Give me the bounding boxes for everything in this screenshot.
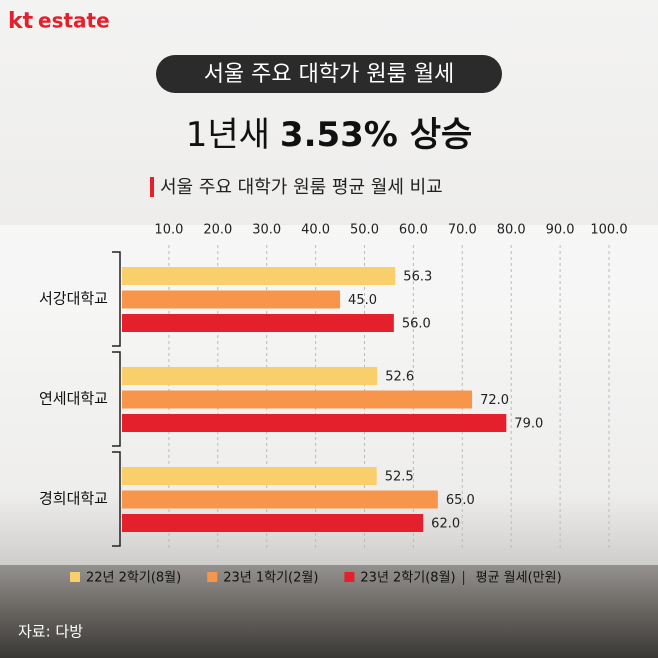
badge-bg (156, 55, 502, 93)
x-tick-label: 90.0 (546, 223, 575, 238)
y-tick-label: 연세대학교 (39, 390, 108, 408)
legend-label: 23년 1학기(2월) (223, 571, 318, 586)
headline-highlight: 3.53% 상승 (280, 115, 472, 155)
value-label: 56.0 (402, 317, 431, 332)
bar (122, 514, 424, 532)
bracket (112, 451, 121, 547)
bracket (112, 351, 121, 447)
x-tick-label: 60.0 (399, 223, 428, 238)
legend-swatch (344, 572, 355, 582)
value-label: 62.0 (431, 517, 460, 532)
x-tick-label: 30.0 (252, 223, 281, 238)
x-tick-label: 100.0 (590, 223, 627, 238)
bar (122, 290, 341, 309)
bar (122, 490, 438, 509)
legend-label: 23년 2학기(8월) (360, 571, 455, 586)
badge: 서울 주요 대학가 원룸 월세 (204, 62, 455, 87)
bar (122, 314, 394, 332)
legend-swatch (207, 572, 218, 582)
legend-swatch (70, 572, 80, 582)
value-label: 52.6 (385, 370, 414, 385)
headline: 1년새 3.53% 상승 (186, 115, 473, 155)
chart-title: 서울 주요 대학가 원룸 평균 월세 비교 (160, 177, 443, 198)
x-tick-label: 70.0 (448, 223, 477, 238)
headline-prefix: 1년새 (186, 115, 270, 155)
y-tick-label: 서강대학교 (39, 290, 108, 308)
legend-note: 평균 월세(만원) (476, 571, 562, 586)
value-label: 72.0 (480, 393, 509, 408)
value-label: 79.0 (514, 417, 543, 432)
legend-label: 22년 2학기(8월) (86, 571, 181, 586)
value-label: 52.5 (385, 470, 414, 485)
bracket (112, 251, 121, 347)
bar (122, 390, 473, 409)
y-tick-label: 경희대학교 (39, 490, 108, 508)
value-label: 56.3 (403, 270, 432, 285)
value-label: 45.0 (348, 293, 377, 308)
logo-brand: kt (8, 9, 34, 34)
value-label: 65.0 (446, 493, 475, 508)
x-tick-label: 40.0 (301, 223, 330, 238)
title-marker (150, 177, 154, 197)
bar (122, 367, 378, 385)
source: 자료: 다방 (18, 623, 83, 641)
logo-name: estate (38, 9, 110, 33)
x-tick-label: 80.0 (497, 223, 526, 238)
x-tick-label: 20.0 (203, 223, 232, 238)
x-tick-label: 50.0 (350, 223, 379, 238)
bar (122, 267, 396, 285)
bar (122, 414, 507, 432)
x-tick-label: 10.0 (154, 223, 183, 238)
bar (122, 467, 377, 485)
